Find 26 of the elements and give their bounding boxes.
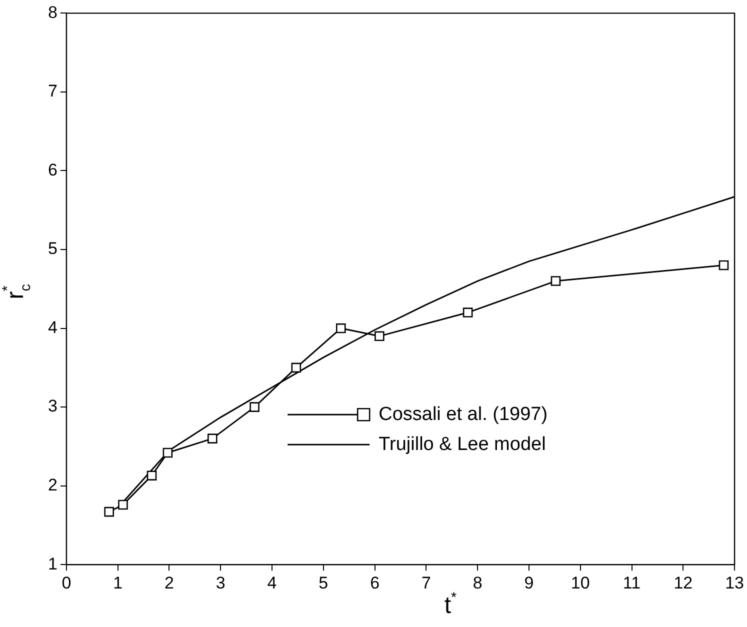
legend-label: Trujillo & Lee model [378,434,546,455]
x-tick-label: 5 [318,573,328,592]
x-tick-label: 7 [421,573,431,592]
x-tick-label: 9 [524,573,534,592]
y-tick-label: 4 [48,318,58,337]
x-tick-label: 0 [62,573,72,592]
x-tick-label: 3 [216,573,226,592]
y-tick-label: 2 [48,476,58,495]
x-tick-label: 11 [622,573,641,592]
y-tick-label: 7 [48,82,58,101]
y-tick-label: 3 [48,396,58,416]
x-tick-label: 10 [570,573,590,592]
y-tick-label: 8 [48,2,58,22]
x-tick-label: 6 [370,573,380,592]
y-tick-label: 6 [48,160,58,180]
x-tick-label: 4 [267,573,277,592]
x-tick-label: 12 [674,573,693,592]
x-axis-title: t* [444,590,458,619]
legend-label: Cossali et al. (1997) [378,404,548,425]
y-tick-label: 1 [48,554,58,574]
x-tick-label: 13 [725,573,744,592]
x-tick-label: 1 [113,573,123,592]
y-tick-label: 5 [48,239,58,258]
x-tick-label: 2 [164,573,174,592]
x-tick-label: 8 [472,573,482,592]
y-axis-title: rc* [0,284,34,300]
